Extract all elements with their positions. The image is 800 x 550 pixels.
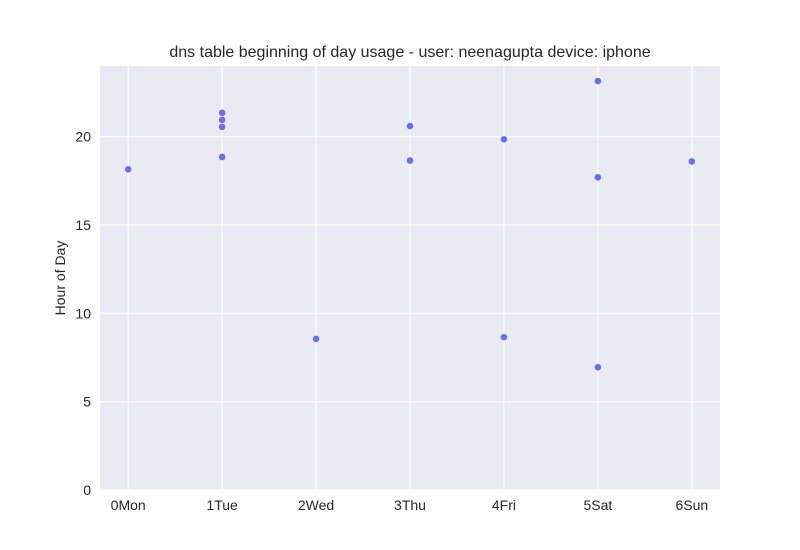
x-tick-label: 3Thu: [394, 497, 426, 513]
data-point: [500, 333, 508, 341]
data-point: [594, 363, 602, 371]
y-tick-label: 20: [75, 129, 91, 145]
x-tick-label: 6Sun: [675, 497, 708, 513]
y-tick-label: 10: [75, 305, 91, 321]
grid-lines: [100, 66, 720, 491]
x-tick-label: 0Mon: [111, 497, 146, 513]
data-point: [500, 136, 508, 143]
data-point: [312, 335, 320, 343]
data-point: [594, 77, 602, 85]
data-point: [406, 157, 414, 164]
chart-title: dns table beginning of day usage - user:…: [169, 44, 650, 61]
x-tick-label: 4Fri: [492, 497, 516, 513]
data-point: [688, 158, 696, 165]
x-tick-label: 5Sat: [583, 497, 612, 513]
x-tick-label: 1Tue: [206, 497, 238, 513]
y-tick-label: 15: [75, 217, 91, 233]
data-point: [218, 116, 226, 124]
x-tick-label: 2Wed: [298, 497, 334, 513]
data-point: [218, 123, 226, 131]
tick-labels: 0 5 10 15 20 0Mon 1Tue 2Wed 3Thu 4Fri 5Sat 6Sun: [75, 129, 708, 513]
data-points: [124, 77, 696, 371]
data-point: [594, 174, 602, 181]
data-point: [124, 166, 132, 173]
data-point: [218, 109, 226, 117]
data-point: [406, 122, 414, 130]
y-tick-label: 5: [83, 394, 91, 410]
data-point: [218, 153, 226, 161]
y-axis-label: Hour of Day: [52, 241, 68, 316]
y-tick-label: 0: [83, 482, 91, 498]
